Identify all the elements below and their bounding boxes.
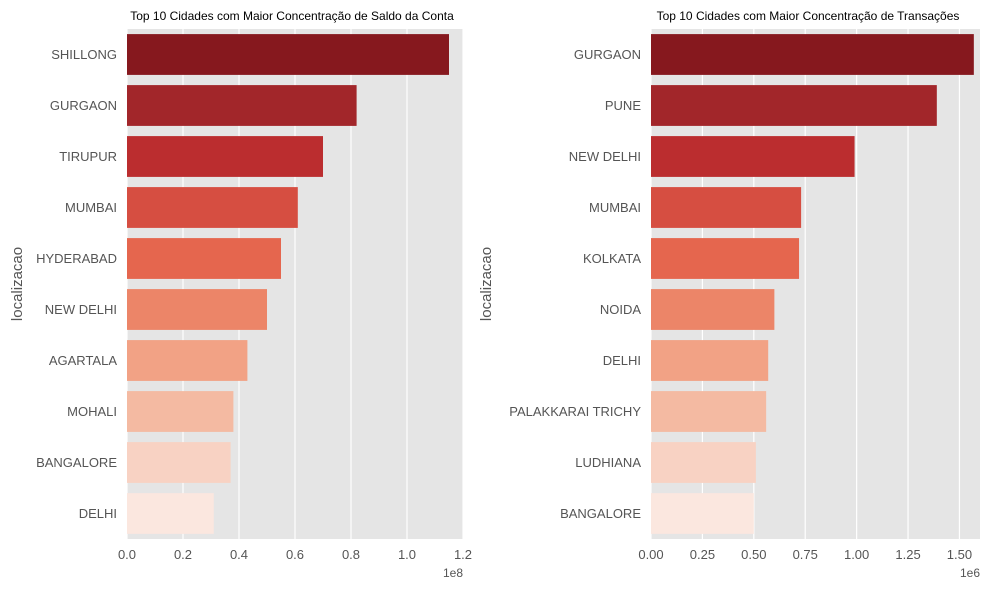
bar-agartala <box>127 340 248 381</box>
bar-hyderabad <box>127 238 281 279</box>
y-tick-label: HYDERABAD <box>36 251 117 266</box>
chart-panel-1: SHILLONG GURGAON TIRUPUR MUMBAI HYDERABAD NEW… <box>9 9 472 580</box>
y-tick-label: BANGALORE <box>560 506 641 521</box>
x-tick-label: 1.00 <box>844 547 869 562</box>
chart-title: Top 10 Cidades com Maior Concentração de… <box>657 9 960 23</box>
bar-shillong <box>127 34 449 75</box>
y-tick-label: NOIDA <box>600 302 642 317</box>
x-tick-label: 0.8 <box>342 547 360 562</box>
y-tick-label: PUNE <box>605 98 641 113</box>
bar-delhi <box>127 493 214 534</box>
y-tick-label: DELHI <box>79 506 117 521</box>
y-axis-label: localizacao <box>478 247 495 321</box>
y-tick-label: MUMBAI <box>589 200 641 215</box>
x-tick-label: 1.50 <box>947 547 972 562</box>
y-tick-label: GURGAON <box>50 98 117 113</box>
y-tick-label: KOLKATA <box>583 251 641 266</box>
x-offset-label: 1e6 <box>960 566 980 580</box>
bar-gurgaon <box>651 34 974 75</box>
bar-gurgaon <box>127 85 357 126</box>
x-tick-label: 0.00 <box>638 547 663 562</box>
x-tick-label: 1.25 <box>895 547 920 562</box>
chart-panel-2: GURGAON PUNE NEW DELHI MUMBAI KOLKATA NOIDA DE… <box>478 9 980 580</box>
bar-mumbai <box>651 187 802 228</box>
y-tick-label: TIRUPUR <box>59 149 117 164</box>
x-tick-label: 0.50 <box>741 547 766 562</box>
bar-mohali <box>127 391 234 432</box>
y-tick-label: MUMBAI <box>65 200 117 215</box>
bar-delhi <box>651 340 769 381</box>
x-tick-label: 1.0 <box>398 547 416 562</box>
y-tick-label: SHILLONG <box>51 47 117 62</box>
bar-kolkata <box>651 238 800 279</box>
x-tick-label: 0.2 <box>174 547 192 562</box>
y-tick-label: MOHALI <box>67 404 117 419</box>
bar-ludhiana <box>651 442 756 483</box>
x-tick-label: 0.25 <box>690 547 715 562</box>
x-tick-label: 1.2 <box>454 547 472 562</box>
y-tick-label: NEW DELHI <box>569 149 641 164</box>
bar-new-delhi <box>651 136 855 177</box>
chart-title: Top 10 Cidades com Maior Concentração de… <box>130 9 454 23</box>
y-tick-label: PALAKKARAI TRICHY <box>509 404 641 419</box>
x-tick-label: 0.75 <box>793 547 818 562</box>
x-tick-label: 0.6 <box>286 547 304 562</box>
bar-tirupur <box>127 136 323 177</box>
y-tick-label: AGARTALA <box>49 353 117 368</box>
bar-bangalore <box>127 442 231 483</box>
y-tick-label: GURGAON <box>574 47 641 62</box>
bar-palakkarai-trichy <box>651 391 767 432</box>
y-tick-label: BANGALORE <box>36 455 117 470</box>
x-tick-label: 0.0 <box>118 547 136 562</box>
x-tick-label: 0.4 <box>230 547 248 562</box>
bar-bangalore <box>651 493 754 534</box>
x-offset-label: 1e8 <box>443 566 463 580</box>
y-tick-label: LUDHIANA <box>575 455 641 470</box>
y-tick-label: DELHI <box>603 353 641 368</box>
bar-mumbai <box>127 187 298 228</box>
y-tick-label: NEW DELHI <box>45 302 117 317</box>
y-axis-label: localizacao <box>9 247 26 321</box>
bar-new-delhi <box>127 289 267 330</box>
bar-pune <box>651 85 937 126</box>
bar-noida <box>651 289 775 330</box>
